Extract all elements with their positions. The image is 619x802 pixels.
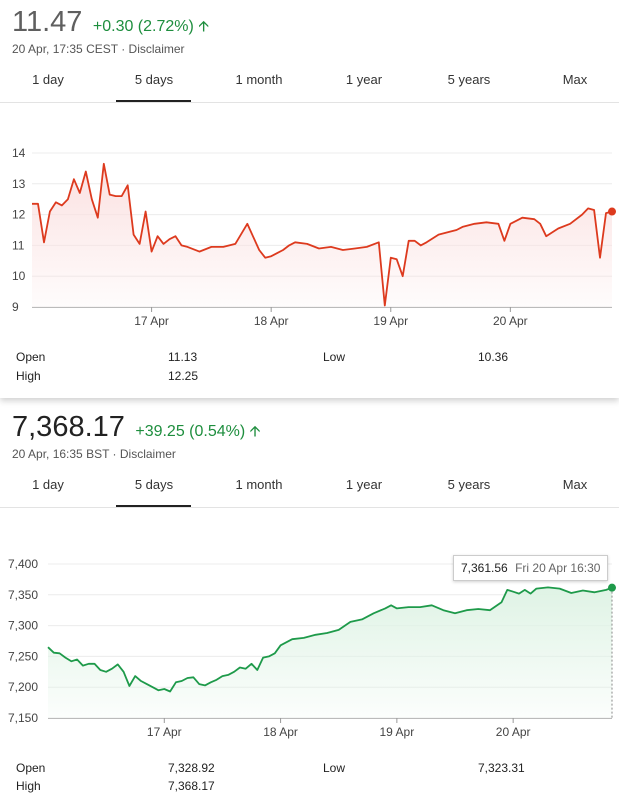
tab-5-days[interactable]: 5 days — [134, 477, 174, 492]
separator: · — [121, 42, 126, 56]
timestamp-line: 20 Apr, 17:35 CEST · Disclaimer — [12, 42, 185, 56]
price-change: +0.30 (2.72%) — [92, 18, 194, 35]
series-area — [48, 587, 612, 718]
low-label: Low — [323, 761, 346, 775]
low-value: 7,323.31 — [478, 761, 525, 775]
tab-1-year[interactable]: 1 year — [345, 72, 383, 87]
y-tick-label: 7,200 — [8, 680, 38, 694]
high-value: 7,368.17 — [168, 779, 215, 793]
last-point-dot — [608, 583, 616, 592]
timestamp: 20 Apr, 16:35 BST — [12, 447, 110, 461]
current-price: 7,368.17 — [12, 411, 125, 443]
timestamp-line: 20 Apr, 16:35 BST · Disclaimer — [12, 447, 176, 461]
tab-1-month[interactable]: 1 month — [235, 477, 283, 492]
tab-1-day[interactable]: 1 day — [32, 72, 64, 87]
x-tick-label: 19 Apr — [373, 314, 408, 328]
y-tick-label: 12 — [12, 208, 26, 222]
current-price: 11.47 — [12, 6, 83, 38]
open-label: Open — [16, 350, 46, 364]
tab-1-month[interactable]: 1 month — [235, 72, 283, 87]
y-tick-label: 7,150 — [8, 711, 38, 725]
up-arrow-icon: 🡩 — [198, 18, 210, 35]
series-line — [32, 162, 613, 307]
open-value: 11.13 — [168, 350, 198, 364]
x-tick-label: 17 Apr — [147, 725, 182, 739]
y-tick-label: 7,400 — [8, 557, 38, 571]
high-label: High — [16, 369, 41, 383]
high-label: High — [16, 779, 41, 793]
range-tabs: 1 day 5 days 1 month 1 year 5 years Max — [0, 467, 619, 508]
y-tick-label: 9 — [12, 300, 19, 314]
price-change: +39.25 (0.54%) — [135, 423, 246, 440]
disclaimer-link[interactable]: Disclaimer — [128, 42, 185, 56]
price-row: 11.47 +0.30 (2.72%) 🡩 — [12, 6, 209, 41]
timestamp: 20 Apr, 17:35 CEST — [12, 42, 118, 56]
stock-panel-2: 7,368.17 +39.25 (0.54%) 🡩 20 Apr, 16:35 … — [0, 405, 619, 802]
series-line — [47, 586, 613, 693]
x-tick-label: 18 Apr — [263, 725, 298, 739]
y-tick-label: 14 — [12, 146, 26, 160]
price-row: 7,368.17 +39.25 (0.54%) 🡩 — [12, 411, 260, 446]
disclaimer-link[interactable]: Disclaimer — [119, 447, 176, 461]
y-tick-label: 7,250 — [8, 649, 38, 663]
price-chart[interactable]: 7,150 7,200 7,250 7,300 7,350 7,400 17 Apr 18 A… — [0, 517, 619, 742]
tooltip-value: 7,361.56 — [461, 561, 508, 575]
open-label: Open — [16, 761, 46, 775]
x-tick-label: 20 Apr — [493, 314, 528, 328]
range-tabs: 1 day 5 days 1 month 1 year 5 years Max — [0, 62, 619, 103]
x-tick-label: 17 Apr — [134, 314, 169, 328]
tab-5-years[interactable]: 5 years — [447, 72, 491, 87]
hover-tooltip: 7,361.56 Fri 20 Apr 16:30 — [453, 555, 609, 581]
tab-max[interactable]: Max — [562, 72, 588, 87]
open-value: 7,328.92 — [168, 761, 215, 775]
x-tick-label: 18 Apr — [254, 314, 289, 328]
tab-5-days[interactable]: 5 days — [134, 72, 174, 87]
separator: · — [112, 447, 117, 461]
up-arrow-icon: 🡩 — [249, 423, 261, 440]
tab-1-day[interactable]: 1 day — [32, 477, 64, 492]
low-value: 10.36 — [478, 350, 509, 364]
series-area — [32, 163, 612, 307]
stock-panel-1: 11.47 +0.30 (2.72%) 🡩 20 Apr, 17:35 CEST… — [0, 0, 619, 398]
y-tick-label: 10 — [12, 269, 26, 283]
last-point-dot — [608, 207, 616, 216]
low-label: Low — [323, 350, 346, 364]
active-tab-indicator — [116, 505, 191, 507]
active-tab-indicator — [116, 100, 191, 102]
tooltip-time: Fri 20 Apr 16:30 — [515, 561, 601, 575]
high-value: 12.25 — [168, 369, 199, 383]
y-tick-label: 11 — [12, 238, 25, 252]
y-tick-label: 7,300 — [8, 619, 38, 633]
price-chart[interactable]: 9 10 11 12 13 14 17 Apr 18 Apr 19 Apr 20 Apr — [0, 112, 619, 337]
y-tick-label: 13 — [12, 177, 26, 191]
x-tick-label: 19 Apr — [380, 725, 415, 739]
y-tick-label: 7,350 — [8, 588, 38, 602]
tab-1-year[interactable]: 1 year — [345, 477, 383, 492]
tab-5-years[interactable]: 5 years — [447, 477, 491, 492]
x-tick-label: 20 Apr — [496, 725, 531, 739]
tab-max[interactable]: Max — [562, 477, 588, 492]
